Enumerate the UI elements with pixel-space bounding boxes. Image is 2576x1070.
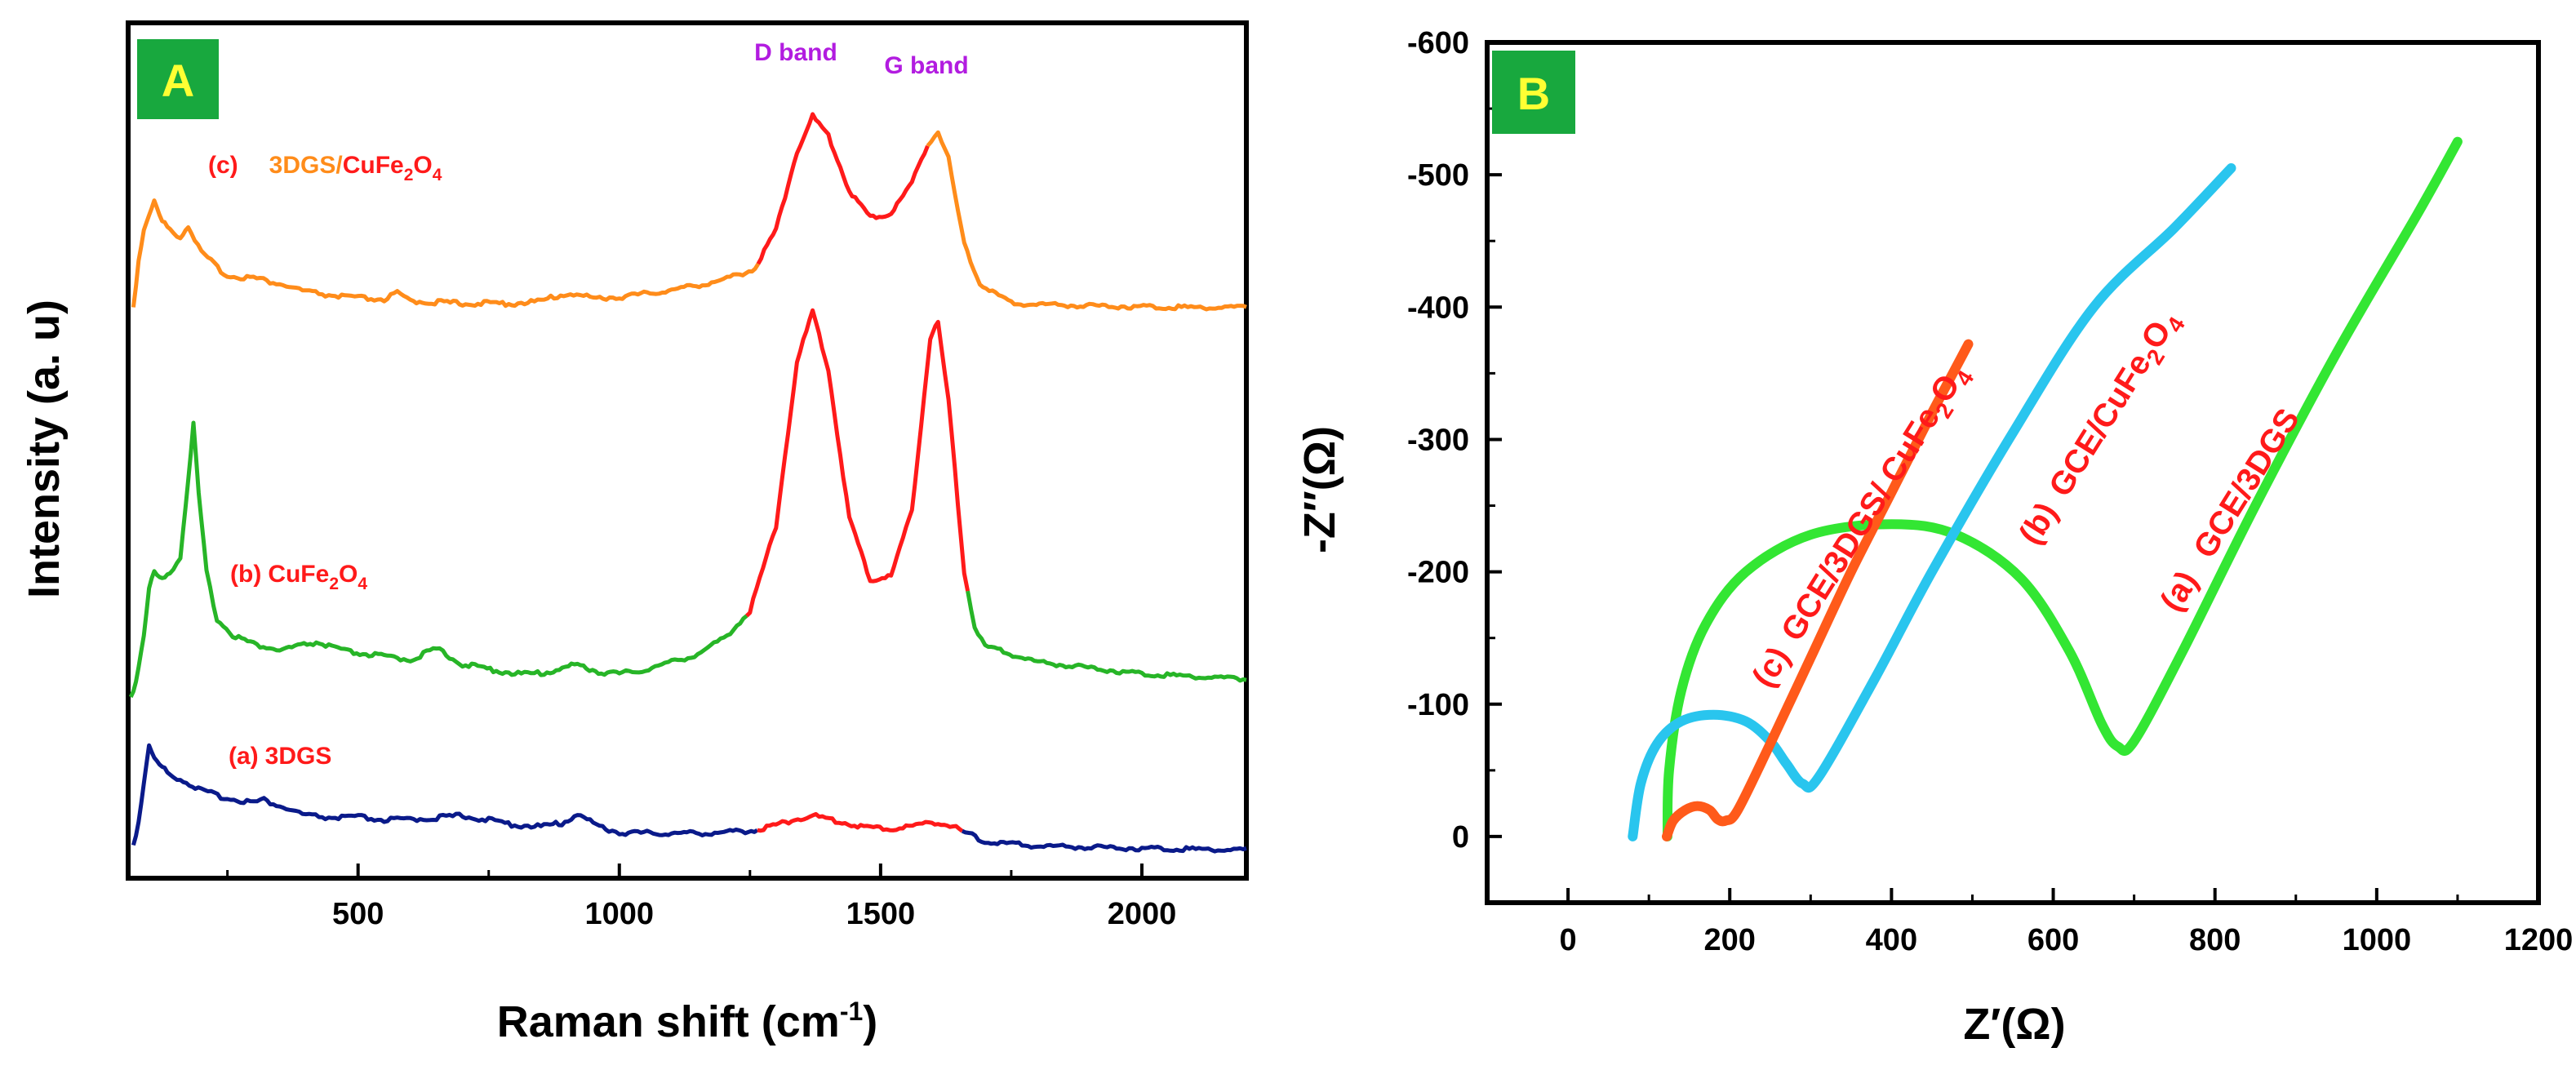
y-axis-title-b: -Z″(Ω) xyxy=(1295,426,1344,553)
x-tick-label-a: 500 xyxy=(332,897,384,931)
x-axis-ticks-a: 500 1000 1500 2000 xyxy=(226,864,1177,931)
eis-label-b-main: GCE/CuFe xyxy=(2042,347,2158,503)
series-label-c-o: O xyxy=(413,152,432,179)
panel-label-box-a xyxy=(137,39,219,119)
y-tick-label-b: -200 xyxy=(1407,556,1469,590)
nyquist-series-b-line xyxy=(1628,163,2236,841)
y-tick-label-b: -400 xyxy=(1407,291,1469,325)
x-axis-title-a-sup: -1 xyxy=(840,997,863,1026)
series-label-b-a: (b) CuFe2O4 xyxy=(230,561,367,593)
series-label-c-cu: CuFe xyxy=(343,152,404,179)
series-label-b-main: CuFe xyxy=(268,561,329,588)
panel-label-box-b xyxy=(1492,51,1575,134)
raman-chart: 500 1000 1500 2000 A D band G band (c) 3DGS/… xyxy=(20,20,1249,1046)
series-label-b-b: (b)GCE/CuFe2O4 xyxy=(2012,304,2190,554)
eis-label-a-main: GCE/3DGS xyxy=(2187,402,2307,565)
x-axis-title-a: Raman shift (cm-1) xyxy=(497,997,878,1046)
series-label-c-slash: / xyxy=(335,152,343,179)
raman-series-a-line xyxy=(961,828,1247,854)
series-label-a-a: (a) 3DGS xyxy=(229,743,331,770)
series-label-b-sub2: 4 xyxy=(358,575,367,593)
x-tick-label-b: 800 xyxy=(2189,923,2241,957)
y-tick-label-b: -600 xyxy=(1407,26,1469,60)
x-axis-title-b: Z′(Ω) xyxy=(1963,1000,2065,1049)
y-axis-title-a: Intensity (a. u) xyxy=(20,300,69,598)
x-tick-label-b: 0 xyxy=(1560,923,1577,957)
series-label-b-sub1: 2 xyxy=(329,575,339,593)
x-axis-title-a-main: Raman shift (cm xyxy=(497,997,840,1046)
raman-series-b-line xyxy=(128,420,748,699)
raman-series xyxy=(128,112,1247,854)
raman-series-b-line xyxy=(745,308,970,618)
nyquist-series-a-line xyxy=(1662,136,2463,841)
series-label-a-main: 3DGS xyxy=(265,743,332,770)
panel-label-a: A xyxy=(162,55,194,106)
series-label-a-b: (a)GCE/3DGS xyxy=(2153,402,2307,618)
raman-series-c-line xyxy=(131,198,761,309)
series-label-b-o: O xyxy=(339,561,358,588)
nyquist-chart: 0 200 400 600 800 1000 1200 -600 -500 -400 -300 -20… xyxy=(1295,26,2573,1049)
y-tick-label-b: -500 xyxy=(1407,158,1469,193)
series-label-c-prefix: (c) xyxy=(208,152,238,179)
raman-series-c-line xyxy=(926,130,1247,312)
series-label-c-sub2: 4 xyxy=(433,166,442,184)
eis-label-a-prefix: (a) xyxy=(2153,565,2205,618)
plot-frame-b xyxy=(1485,40,2541,905)
eis-label-c-prefix: (c) xyxy=(1745,641,1797,694)
y-tick-label-b: 0 xyxy=(1452,820,1469,855)
series-label-c-sub1: 2 xyxy=(404,166,414,184)
x-axis-title-a-close: ) xyxy=(863,997,877,1046)
x-tick-label-a: 2000 xyxy=(1108,897,1177,931)
x-tick-label-a: 1000 xyxy=(585,897,655,931)
x-tick-label-b: 200 xyxy=(1704,923,1756,957)
x-tick-label-b: 400 xyxy=(1866,923,1917,957)
raman-series-a-line xyxy=(757,812,964,833)
x-tick-label-b: 1000 xyxy=(2343,923,2412,957)
nyquist-series-c-line xyxy=(1662,339,1974,841)
raman-series-b-line xyxy=(966,590,1247,683)
series-label-c-main: 3DGS xyxy=(269,152,336,179)
x-tick-label-b: 600 xyxy=(2027,923,2079,957)
raman-series-c-line xyxy=(756,112,930,265)
y-tick-label-b: -300 xyxy=(1407,423,1469,457)
y-tick-label-b: -100 xyxy=(1407,688,1469,722)
x-tick-label-b: 1200 xyxy=(2504,923,2574,957)
plot-frame-a xyxy=(126,20,1249,881)
raman-series-a-line xyxy=(131,743,759,846)
eis-label-b-prefix: (b) xyxy=(2012,496,2064,551)
nyquist-series xyxy=(1628,136,2463,841)
series-label-c-a: (c) 3DGS/CuFe2O4 xyxy=(208,152,442,184)
series-label-b-prefix: (b) xyxy=(230,561,261,588)
series-label-a-prefix: (a) xyxy=(229,743,259,770)
panel-label-b: B xyxy=(1517,68,1550,119)
axis-ticks-b: 0 200 400 600 800 1000 1200 -600 -500 -400 -300 -20… xyxy=(1407,26,2573,957)
d-band-label: D band xyxy=(754,39,837,66)
g-band-label: G band xyxy=(884,52,968,79)
x-tick-label-a: 1500 xyxy=(846,897,916,931)
